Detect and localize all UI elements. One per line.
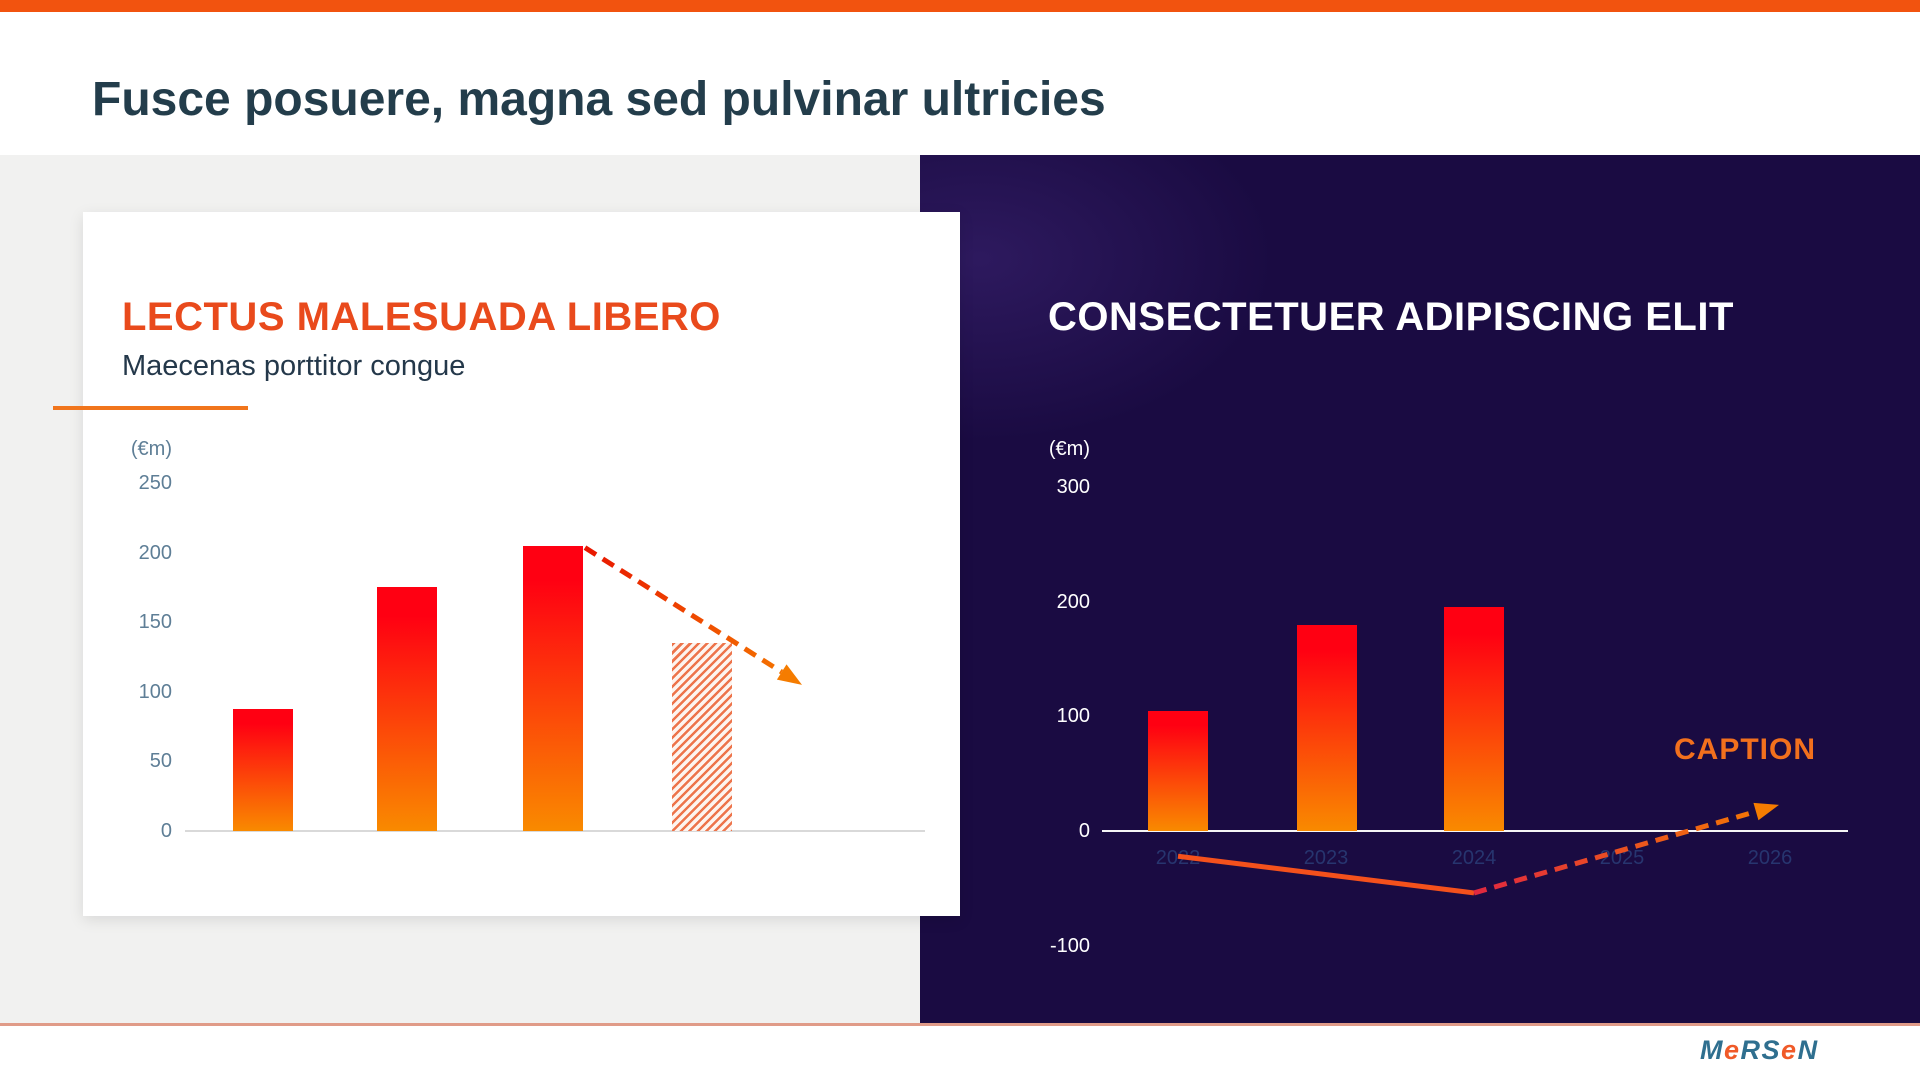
mersen-logo-letter: N	[1797, 1035, 1819, 1065]
y-tick-label: 200	[138, 541, 172, 564]
x-tick-label: 2024	[1451, 847, 1497, 869]
x-tick-label: 2023	[1303, 847, 1349, 869]
y-tick-label: 200	[1056, 590, 1090, 613]
slide-title: Fusce posuere, magna sed pulvinar ultric…	[92, 73, 1106, 126]
mersen-logo: MeRSeN	[1700, 1036, 1819, 1064]
y-tick-label: 0	[1078, 820, 1090, 842]
y-tick-label: 100	[1056, 705, 1090, 728]
y-tick-label: 0	[160, 820, 172, 842]
bar	[523, 546, 583, 831]
right-panel-title: CONSECTETUER ADIPISCING ELIT	[1048, 295, 1734, 339]
y-tick-label: 50	[149, 750, 172, 773]
x-tick-label: 2026	[1747, 847, 1793, 869]
bar	[1148, 711, 1208, 831]
mersen-logo-letter: R	[1740, 1035, 1762, 1065]
left-card-subtitle: Maecenas porttitor congue	[122, 350, 466, 382]
y-tick-label: -100	[1049, 934, 1090, 957]
x-tick-label: 2022	[1155, 847, 1201, 869]
y-tick-label: 300	[1056, 475, 1090, 498]
bar	[1297, 625, 1357, 831]
left-card-title: LECTUS MALESUADA LIBERO	[122, 295, 721, 339]
mersen-logo-letter: S	[1761, 1035, 1782, 1065]
left-card	[83, 212, 960, 916]
axis-unit-label: (€m)	[1048, 438, 1090, 460]
bar	[1444, 607, 1504, 831]
hatched-bar	[672, 643, 732, 831]
orange-underline-rule	[53, 406, 248, 410]
mersen-logo-letter: e	[1724, 1035, 1741, 1065]
mersen-logo-letter: e	[1781, 1035, 1798, 1065]
footer-separator-line	[0, 1023, 1920, 1026]
y-tick-label: 250	[138, 472, 172, 494]
mersen-logo-letter: M	[1700, 1035, 1724, 1065]
y-tick-label: 150	[138, 611, 172, 634]
x-axis-line	[185, 830, 925, 832]
bar	[377, 587, 437, 831]
y-tick-label: 100	[138, 680, 172, 703]
axis-unit-label: (€m)	[130, 438, 172, 460]
chart-caption: CAPTION	[1674, 733, 1816, 766]
x-tick-label: 2025	[1599, 847, 1645, 869]
bar	[233, 709, 293, 831]
top-accent-bar	[0, 0, 1920, 12]
